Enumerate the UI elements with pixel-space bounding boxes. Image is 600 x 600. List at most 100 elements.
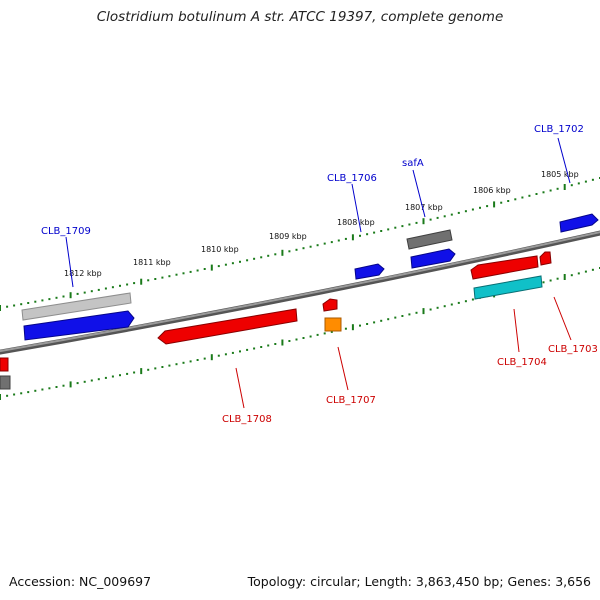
outer-tick-mark xyxy=(549,189,552,192)
inner-tick-mark xyxy=(267,344,270,347)
gene-feature-clb1708[interactable] xyxy=(157,308,298,345)
inner-tick-mark xyxy=(542,281,545,284)
outer-tick-mark xyxy=(0,305,1,311)
outer-tick-mark xyxy=(154,278,157,280)
tick-label-1805: 1805 kbp xyxy=(541,170,579,179)
outer-tick-mark xyxy=(323,242,326,245)
gene-label-clb1706[interactable]: CLB_1706 xyxy=(327,173,377,184)
inner-tick-mark xyxy=(20,392,23,395)
outer-tick-mark xyxy=(373,231,376,234)
inner-tick-mark xyxy=(41,388,44,391)
outer-tick-mark xyxy=(302,247,305,250)
outer-tick-mark xyxy=(330,241,333,244)
scale-tick-labels: 1812 kbp 1811 kbp 1810 kbp 1809 kbp 1808… xyxy=(64,170,579,278)
inner-tick-mark xyxy=(175,363,178,366)
inner-tick-mark xyxy=(189,360,192,363)
outer-tick-mark xyxy=(556,187,559,190)
inner-tick-mark xyxy=(62,384,65,387)
inner-tick-mark xyxy=(436,306,439,309)
gene-feature-clb1704[interactable] xyxy=(470,255,539,280)
gene-label-clb1702[interactable]: CLB_1702 xyxy=(534,124,584,135)
gene-feature-left-gray[interactable] xyxy=(0,375,11,390)
tick-label-1810: 1810 kbp xyxy=(201,245,239,254)
gene-feature-clb1709[interactable] xyxy=(23,310,135,341)
outer-tick-mark xyxy=(140,278,143,285)
reverse-strand-features xyxy=(0,251,552,390)
outer-tick-mark xyxy=(55,296,58,299)
outer-tick-mark xyxy=(295,248,298,251)
inner-tick-mark xyxy=(210,354,213,361)
outer-tick-mark xyxy=(90,290,93,293)
inner-tick-mark xyxy=(549,279,552,282)
gene-feature-gray[interactable] xyxy=(406,229,453,250)
gene-feature-clb1703[interactable] xyxy=(539,251,552,266)
inner-tick-mark xyxy=(323,332,326,335)
inner-tick-mark xyxy=(161,366,164,368)
inner-tick-mark xyxy=(394,316,397,319)
inner-tick-mark xyxy=(196,359,199,361)
inner-tick-mark xyxy=(83,380,86,383)
inner-tick-mark xyxy=(224,353,227,356)
gene-label-safa[interactable]: safA xyxy=(402,158,424,169)
leader-clb1704 xyxy=(513,308,520,353)
inner-tick-mark xyxy=(556,277,559,280)
outer-tick-mark xyxy=(253,257,256,260)
outer-tick-mark xyxy=(563,184,566,190)
gene-label-clb1703[interactable]: CLB_1703 xyxy=(548,344,598,355)
outer-tick-mark xyxy=(288,250,291,253)
inner-tick-mark xyxy=(408,313,411,316)
gene-feature-cyan[interactable] xyxy=(473,275,543,300)
outer-tick-mark xyxy=(514,198,517,201)
outer-tick-mark xyxy=(577,182,580,185)
outer-tick-mark xyxy=(387,228,390,231)
outer-tick-mark xyxy=(521,196,524,199)
leader-clb1703 xyxy=(553,296,572,341)
inner-tick-mark xyxy=(104,376,107,379)
gene-feature-left-red[interactable] xyxy=(0,357,9,372)
outer-tick-mark xyxy=(267,254,270,257)
leader-clb1707 xyxy=(337,346,349,391)
inner-tick-mark xyxy=(48,387,51,390)
inner-tick-mark xyxy=(0,394,1,400)
outer-tick-mark xyxy=(337,239,340,242)
inner-tick-mark xyxy=(563,274,566,280)
tick-label-1808: 1808 kbp xyxy=(337,218,375,227)
outer-tick-mark xyxy=(351,234,354,241)
gene-feature-safa[interactable] xyxy=(410,248,456,269)
outer-tick-mark xyxy=(196,269,199,272)
outer-tick-mark xyxy=(443,215,446,218)
inner-tick-mark xyxy=(140,368,143,375)
outer-tick-mark xyxy=(394,226,397,229)
outer-tick-mark xyxy=(27,302,30,304)
gene-feature-clb1707-orange[interactable] xyxy=(324,317,342,332)
outer-tick-mark xyxy=(500,201,503,204)
outer-tick-mark xyxy=(422,218,425,225)
inner-tick-mark xyxy=(97,378,100,381)
gene-feature-light-gray[interactable] xyxy=(21,292,132,321)
gene-feature-clb1707-red[interactable] xyxy=(322,298,338,312)
gene-label-clb1708[interactable]: CLB_1708 xyxy=(222,414,272,425)
tick-label-1807: 1807 kbp xyxy=(405,203,443,212)
inner-tick-mark xyxy=(450,303,453,306)
outer-tick-mark xyxy=(239,260,241,263)
gene-label-clb1709[interactable]: CLB_1709 xyxy=(41,226,91,237)
gene-labels: CLB_1702 CLB_1706 safA CLB_1709 CLB_1708… xyxy=(41,124,598,425)
gene-feature-clb1702[interactable] xyxy=(559,213,599,233)
inner-tick-mark xyxy=(253,347,256,350)
gene-feature-clb1706[interactable] xyxy=(354,263,385,280)
leader-clb1706 xyxy=(351,183,362,233)
inner-tick-mark xyxy=(366,323,369,325)
inner-tick-mark xyxy=(69,381,72,388)
outer-tick-mark xyxy=(168,275,171,278)
outer-tick-mark xyxy=(528,194,531,197)
inner-tick-mark xyxy=(246,348,249,351)
outer-tick-mark xyxy=(224,263,227,266)
outer-tick-mark xyxy=(231,262,234,265)
gene-label-clb1704[interactable]: CLB_1704 xyxy=(497,357,547,368)
outer-tick-mark xyxy=(161,276,164,279)
outer-tick-mark xyxy=(507,200,510,202)
inner-tick-mark xyxy=(387,318,390,321)
genome-summary-text: Topology: circular; Length: 3,863,450 bp… xyxy=(247,574,591,589)
gene-label-clb1707[interactable]: CLB_1707 xyxy=(326,395,376,406)
